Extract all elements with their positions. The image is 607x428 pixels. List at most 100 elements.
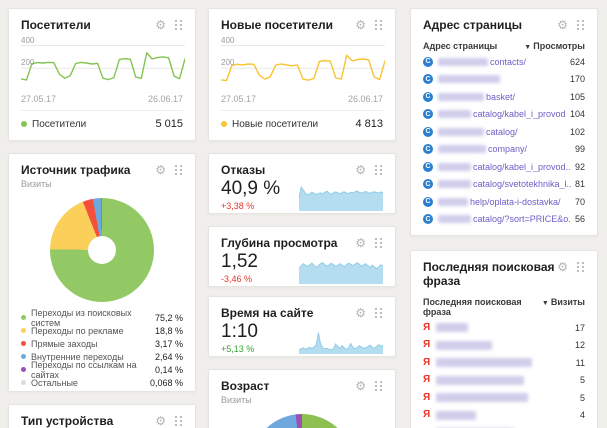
page-url-link[interactable]: company/ — [488, 144, 528, 155]
yandex-icon: Я — [423, 374, 431, 386]
drag-handle-icon[interactable] — [375, 164, 383, 176]
table-row[interactable]: Я 12 — [423, 337, 585, 355]
legend-value: 0,068 % — [149, 377, 183, 388]
column-header-address[interactable]: Адрес страницы — [423, 41, 498, 51]
date-end: 26.06.17 — [347, 94, 383, 104]
blurred-url-text — [438, 180, 471, 189]
sort-desc-icon: ▼ — [524, 44, 532, 51]
total-value: 5 015 — [155, 118, 183, 130]
page-url-link[interactable]: catalog/svetotekhnika_l... — [473, 179, 571, 190]
widget-device-type: Тип устройства ⚙ Визиты — [8, 404, 196, 428]
page-url-link[interactable]: catalog/?sort=PRICE&o... — [473, 214, 571, 225]
sparkline-chart — [299, 185, 383, 211]
widget-title: Время на сайте — [221, 306, 314, 320]
widget-title: Возраст — [221, 379, 270, 393]
views-count: 624 — [569, 56, 585, 67]
site-favicon-icon: C — [423, 91, 433, 102]
page-url-link[interactable]: catalog/kabel_i_provod... — [473, 109, 566, 120]
drag-handle-icon[interactable] — [375, 237, 383, 249]
legend-label: Переходы из поисковых систем — [31, 307, 132, 328]
column-header-views[interactable]: ▼ Просмотры — [524, 41, 585, 51]
visits-count: 12 — [574, 340, 585, 351]
drag-handle-icon[interactable] — [175, 19, 183, 31]
views-count: 56 — [574, 214, 585, 225]
date-start: 27.05.17 — [21, 94, 57, 104]
column-header-visits[interactable]: ▼ Визиты — [541, 297, 585, 307]
gear-icon[interactable]: ⚙ — [355, 306, 366, 320]
page-url-link[interactable]: contacts/ — [490, 56, 527, 67]
page-url-link[interactable]: catalog/kabel_i_provod... — [473, 161, 571, 172]
page-url-link[interactable]: help/oplata-i-dostavka/ — [470, 196, 561, 207]
legend-label: Посетители — [32, 118, 87, 130]
widget-title: Глубина просмотра — [221, 236, 338, 250]
search-phrase-table: Я17Я12Я11Я5Я5Я4Я4Я4 — [423, 319, 585, 428]
widget-subtitle: Визиты — [21, 179, 52, 189]
gear-icon[interactable]: ⚙ — [355, 18, 366, 32]
widget-bounces: Отказы ⚙ 40,9 % +3,38 % — [208, 153, 396, 214]
drag-handle-icon[interactable] — [175, 415, 183, 427]
pie-legend-item: Внутренние переходы 2,64 % — [21, 350, 183, 363]
widget-title: Посетители — [21, 18, 91, 32]
drag-handle-icon[interactable] — [577, 261, 585, 273]
legend-value: 75,2 % — [154, 312, 183, 323]
column-header-phrase[interactable]: Последняя поисковая фраза — [423, 297, 522, 317]
gear-icon[interactable]: ⚙ — [355, 236, 366, 250]
drag-handle-icon[interactable] — [375, 19, 383, 31]
y-tick-400: 400 — [221, 36, 235, 45]
gear-icon[interactable]: ⚙ — [155, 163, 166, 177]
visits-count: 5 — [579, 375, 585, 386]
total-value: 4 813 — [355, 118, 383, 130]
widget-page-address: Адрес страницы ⚙ Адрес страницы ▼ Просмот… — [410, 8, 598, 236]
site-favicon-icon: C — [423, 214, 433, 225]
gear-icon[interactable]: ⚙ — [557, 18, 568, 32]
site-favicon-icon: C — [423, 126, 433, 137]
sparkline-chart — [299, 332, 383, 354]
traffic-source-pie-chart — [50, 198, 154, 302]
table-row[interactable]: Я 11 — [423, 354, 585, 372]
widget-title: Адрес страницы — [423, 18, 522, 32]
widget-title: Источник трафика — [21, 163, 131, 177]
widget-last-search-phrase: Последняя поисковая фраза ⚙ Последняя по… — [410, 250, 598, 428]
blurred-url-text — [438, 127, 484, 136]
pie-legend: Переходы из поисковых систем 75,2 % Перехо… — [21, 307, 183, 389]
table-row[interactable]: Я4 — [423, 424, 585, 428]
page-url-link[interactable]: catalog/ — [486, 126, 518, 137]
legend-value: 18,8 % — [154, 325, 183, 336]
table-row[interactable]: Я 17 — [423, 319, 585, 337]
blurred-url-text — [438, 110, 471, 119]
gear-icon[interactable]: ⚙ — [557, 260, 568, 274]
line-chart — [220, 45, 386, 82]
drag-handle-icon[interactable] — [577, 19, 585, 31]
legend-label: Переходы по рекламе — [31, 325, 124, 336]
pie-legend-item: Переходы по рекламе 18,8 % — [21, 324, 183, 337]
gear-icon[interactable]: ⚙ — [355, 379, 366, 393]
gear-icon[interactable]: ⚙ — [355, 163, 366, 177]
views-count: 92 — [574, 161, 585, 172]
drag-handle-icon[interactable] — [175, 164, 183, 176]
widget-visitors: Посетители ⚙ 400 200 27.05.17 26.06.17 П… — [8, 8, 196, 141]
legend-dot — [21, 341, 26, 346]
blurred-phrase-text — [436, 393, 529, 403]
legend-value: 2,64 % — [154, 351, 183, 362]
gear-icon[interactable]: ⚙ — [155, 414, 166, 428]
page-url-link[interactable]: basket/ — [486, 91, 516, 102]
gear-icon[interactable]: ⚙ — [155, 18, 166, 32]
yandex-icon: Я — [423, 391, 431, 403]
views-count: 170 — [569, 74, 585, 85]
drag-handle-icon[interactable] — [375, 380, 383, 392]
drag-handle-icon[interactable] — [375, 307, 383, 319]
y-tick-200: 200 — [21, 58, 35, 67]
table-row[interactable]: C 170 — [423, 71, 585, 89]
